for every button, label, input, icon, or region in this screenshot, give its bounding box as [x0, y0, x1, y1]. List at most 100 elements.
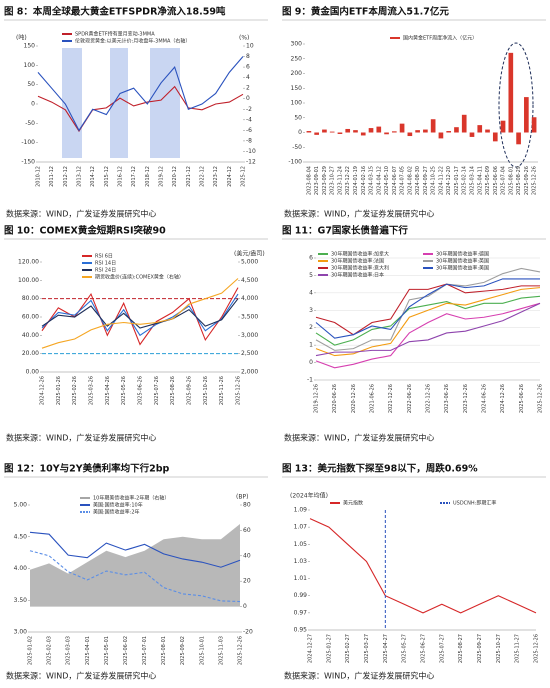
y2-unit: (BP)	[236, 494, 248, 501]
legend-label: 期货收盘价(连续):COMEX黄金（右轴）	[95, 274, 184, 281]
series-line	[315, 302, 541, 357]
bar	[485, 129, 490, 133]
legend-label: RSI 24日	[95, 268, 116, 274]
y-tick-label: 40.00	[22, 332, 39, 339]
y2-tick-label: -4	[246, 116, 252, 123]
y-tick-label: 0	[31, 101, 35, 108]
x-tick-label: 2022-12-26	[426, 384, 432, 413]
x-tick-label: 2023-09-01	[314, 166, 320, 195]
x-tick-label: 2015-12	[104, 166, 110, 187]
source-note: 数据来源：WIND，广发证券发展研究中心	[284, 209, 434, 219]
x-tick-label: 2024-10-25	[431, 166, 437, 195]
y2-tick-label: 60	[243, 527, 251, 534]
x-tick-label: 2025-10-26	[203, 376, 209, 405]
x-tick-label: 2025-11-26	[219, 376, 225, 405]
y2-tick-label: -12	[246, 159, 256, 166]
x-tick-label: 2024-03-15	[369, 166, 375, 195]
y-tick-label: 2	[309, 324, 313, 331]
series-line	[41, 298, 239, 329]
x-tick-label: 2019-12	[159, 166, 165, 187]
x-tick-label: 2020-12-26	[351, 384, 357, 413]
x-tick-label: 2024-06-26	[482, 384, 488, 413]
x-tick-label: 2025-04-01	[85, 636, 91, 665]
y2-unit: (美元/盎司)	[234, 250, 265, 258]
x-tick-label: 2024-09-27	[423, 166, 429, 195]
x-tick-label: 2025-04-27	[383, 634, 389, 663]
legend-label: 30年期国债收益率:德国	[436, 251, 489, 258]
x-tick-label: 2014-12	[90, 166, 96, 187]
x-tick-label: 2025-01-27	[326, 634, 332, 663]
y-tick-label: 1.07	[294, 524, 308, 531]
series-line	[315, 283, 540, 336]
x-tick-label: 2025-07-04	[501, 166, 507, 195]
figure-caption: 图 13：美元指数下探至98以下，周跌0.69%	[282, 463, 478, 475]
area	[30, 524, 240, 607]
bar	[376, 126, 382, 133]
legend-label: 30年期国债收益率:法国	[331, 258, 384, 265]
x-tick-label: 2022-06-26	[407, 384, 413, 413]
x-tick-label: 2013-12	[77, 166, 83, 187]
series-line	[41, 278, 239, 349]
bar	[407, 132, 413, 137]
x-tick-label: 2025-01-26	[56, 376, 62, 405]
y-tick-label: 150	[24, 43, 36, 50]
bar	[329, 131, 335, 133]
legend-label: 10年期美债收益率-2年期（右轴）	[93, 495, 169, 502]
x-tick-label: 2018-12	[145, 166, 151, 187]
y-tick-label: 100	[24, 62, 36, 69]
bar	[353, 130, 358, 133]
y-tick-label: 300	[291, 41, 303, 48]
bar	[314, 132, 319, 135]
bar	[524, 97, 529, 133]
bar	[306, 131, 312, 133]
x-tick-label: 2024-07-05	[400, 166, 406, 195]
source-note: 数据来源：WIND，广发证券发展研究中心	[284, 671, 434, 681]
series-line	[315, 302, 541, 369]
y-tick-label: 4.00	[14, 565, 28, 572]
y2-tick-label: 2	[246, 85, 250, 92]
bar	[508, 52, 514, 133]
legend-label: 伦敦现货黄金:以美元计价:月收盘年-3MMA（右轴）	[75, 38, 190, 45]
x-tick-label: 2024-08-02	[407, 166, 413, 195]
x-tick-label: 2025-08-27	[458, 634, 464, 663]
y-tick-label: 50	[27, 81, 35, 88]
x-tick-label: 2024-01-19	[353, 166, 359, 195]
y-tick-label: 1.05	[294, 541, 308, 548]
series-line	[309, 518, 537, 614]
y-tick-label: 1.01	[294, 575, 308, 582]
x-tick-label: 2020-06-26	[332, 384, 338, 413]
series-line	[37, 85, 244, 133]
shade-band	[150, 48, 180, 158]
y2-tick-label: 0	[243, 603, 247, 610]
x-tick-label: 2025-03-27	[364, 634, 370, 663]
x-tick-label: 2025-04-26	[105, 376, 111, 405]
x-tick-label: 2025-09-26	[524, 166, 530, 195]
bar	[477, 125, 483, 133]
x-tick-label: 2024-11-22	[438, 166, 444, 195]
y-tick-label: -150	[21, 159, 35, 166]
x-tick-label: 2023-09-29	[322, 166, 328, 195]
y2-tick-label: 2,500	[241, 350, 258, 357]
bar	[531, 117, 537, 133]
y2-tick-label: -2	[246, 106, 252, 113]
bar	[430, 119, 436, 133]
y-tick-label: -50	[292, 144, 302, 151]
x-tick-label: 2025-01-02	[28, 636, 34, 665]
x-tick-label: 2025-03-14	[469, 166, 475, 195]
y-tick-label: 5.00	[14, 502, 28, 509]
y-tick-label: -100	[21, 139, 35, 146]
legend-label: 美元指数	[343, 500, 363, 507]
bar	[345, 128, 351, 133]
bar	[360, 132, 366, 136]
y2-tick-label: 3,000	[241, 332, 258, 339]
y-tick-label: 1.09	[294, 507, 308, 514]
source-note: 数据来源：WIND，广发证券发展研究中心	[6, 209, 156, 219]
y2-tick-label: 3,500	[241, 314, 258, 321]
x-tick-label: 2025-12-26	[238, 636, 244, 665]
y2-tick-label: 2,000	[241, 369, 258, 376]
x-tick-label: 2024-05-10	[384, 166, 390, 195]
x-tick-label: 2023-08-04	[306, 166, 312, 195]
x-tick-label: 2025-09-02	[180, 636, 186, 665]
bar	[446, 131, 452, 133]
